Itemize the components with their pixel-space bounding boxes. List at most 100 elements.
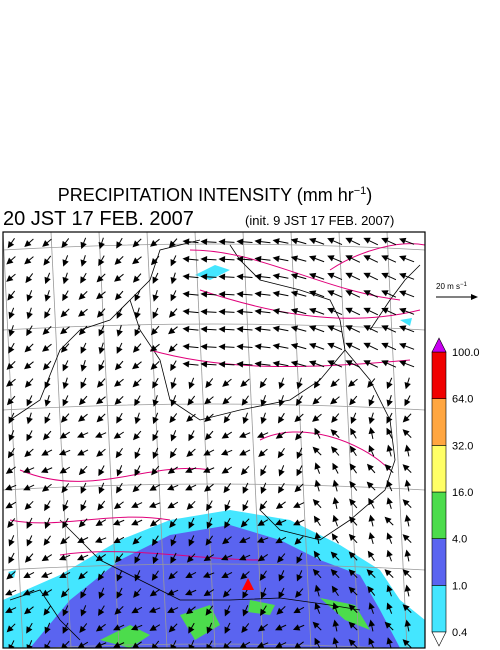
wind-head	[134, 451, 141, 459]
wind-head	[363, 290, 371, 297]
wind-head	[60, 310, 68, 318]
parallel	[3, 483, 425, 491]
wind-head	[62, 398, 69, 407]
wind-head	[363, 237, 371, 244]
wind-head	[78, 398, 86, 406]
wind-head	[236, 343, 244, 351]
wind-head	[272, 290, 280, 298]
wind-head	[62, 626, 69, 634]
wind-head	[257, 431, 265, 438]
wind-head	[114, 257, 122, 265]
wind-head	[254, 290, 262, 298]
wind-head	[60, 415, 68, 423]
wind-head	[152, 311, 159, 319]
wind-head	[186, 502, 194, 510]
coastline	[9, 239, 421, 641]
wind-head	[332, 479, 339, 487]
wind-head	[330, 569, 338, 577]
wind-head	[258, 450, 266, 457]
wind-head	[254, 238, 262, 245]
wind-head	[80, 346, 87, 354]
wind-head	[42, 363, 50, 371]
wind-head	[260, 399, 267, 407]
wind-head	[206, 626, 213, 635]
wind-head	[62, 259, 69, 267]
wind-head	[278, 469, 285, 477]
wind-head	[293, 501, 301, 508]
wind-head	[26, 539, 33, 547]
wind-head	[96, 275, 104, 283]
wind-head	[295, 590, 302, 598]
wind-head	[236, 290, 244, 298]
meridian	[338, 232, 360, 648]
map-frame	[2, 231, 426, 649]
wind-head	[381, 325, 389, 332]
wind-head	[44, 626, 51, 635]
wind-head	[221, 467, 229, 474]
wind-head	[188, 433, 195, 442]
wind-head	[260, 486, 267, 495]
wind-head	[61, 642, 68, 648]
wind-head	[6, 625, 14, 633]
wind-head	[77, 536, 85, 543]
wind-head	[314, 462, 321, 470]
wind-head	[80, 609, 87, 617]
wind-head	[363, 342, 371, 349]
wind-head	[350, 416, 357, 425]
title-text: PRECIPITATION INTENSITY (mm hr	[58, 185, 354, 205]
wind-head	[314, 584, 321, 592]
wind-head	[256, 641, 265, 648]
wind-head	[272, 360, 280, 368]
wind-head	[97, 573, 105, 581]
wind-head	[44, 643, 51, 648]
wind-head	[314, 637, 321, 646]
wind-head	[399, 290, 407, 297]
wind-head	[23, 466, 31, 473]
wind-head	[170, 539, 177, 547]
wind-head	[98, 258, 105, 267]
wind-head	[59, 554, 67, 561]
subtitle: 20 JST 17 FEB. 2007	[3, 208, 194, 230]
wind-head	[44, 276, 51, 285]
wind-head	[78, 292, 86, 300]
title-close: )	[366, 185, 372, 205]
wind-head	[363, 360, 371, 367]
wind-head	[278, 381, 285, 390]
wind-head	[152, 451, 159, 459]
wind-head	[149, 624, 157, 631]
wind-head	[41, 589, 49, 597]
wind-head	[22, 589, 31, 596]
wind-head	[386, 416, 393, 424]
wind-head	[6, 398, 14, 406]
wind-head	[314, 602, 321, 610]
wind-head	[327, 325, 335, 332]
wind-head	[368, 444, 375, 453]
wind-head	[60, 327, 68, 335]
wind-head	[386, 444, 393, 452]
wind-head	[272, 238, 280, 245]
wind-head	[80, 241, 87, 250]
wind-head	[23, 484, 31, 491]
wind-head	[97, 503, 105, 511]
wind-head	[236, 308, 244, 316]
wind-head	[242, 486, 249, 494]
wind-head	[204, 485, 212, 492]
wind-head	[200, 308, 208, 316]
wind-head	[6, 275, 14, 282]
wind-head	[182, 325, 190, 333]
wind-head	[170, 399, 177, 407]
wind-head	[402, 604, 410, 612]
wind-head	[79, 625, 87, 634]
wind-head	[345, 342, 353, 349]
wind-head	[257, 519, 265, 526]
wind-head	[218, 308, 226, 316]
wind-head	[8, 556, 15, 564]
wind-head	[77, 554, 85, 561]
wind-head	[327, 255, 335, 262]
wind-head	[132, 380, 140, 388]
wind-head	[386, 399, 393, 407]
wind-head	[150, 258, 158, 266]
wind-head	[44, 503, 51, 512]
meridian	[386, 232, 408, 648]
wind-head	[116, 416, 123, 424]
